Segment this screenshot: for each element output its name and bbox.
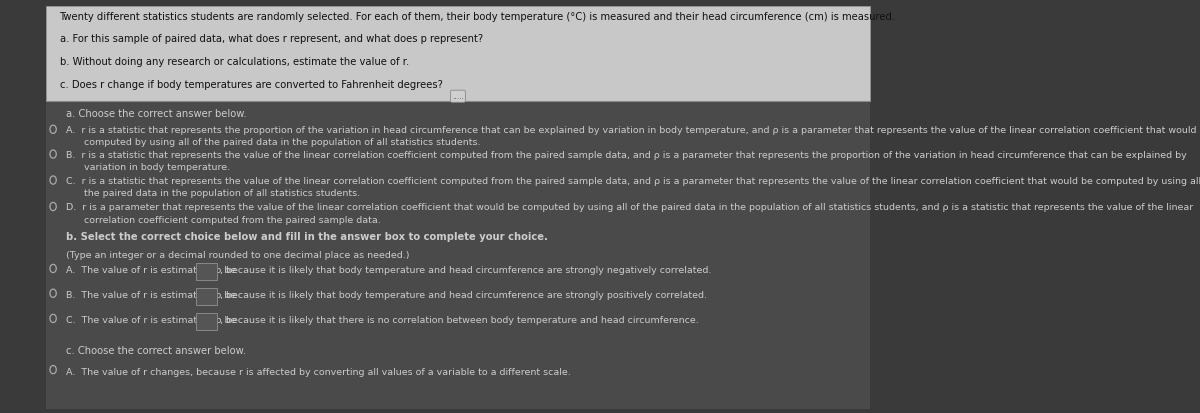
- Text: .....: .....: [452, 92, 464, 101]
- Text: A.  r is a statistic that represents the proportion of the variation in head cir: A. r is a statistic that represents the …: [66, 126, 1200, 135]
- Text: the paired data in the population of all statistics students.: the paired data in the population of all…: [66, 189, 360, 198]
- Text: correlation coefficient computed from the paired sample data.: correlation coefficient computed from th…: [66, 216, 380, 225]
- Text: variation in body temperature.: variation in body temperature.: [66, 163, 230, 172]
- Text: a. Choose the correct answer below.: a. Choose the correct answer below.: [66, 109, 247, 119]
- Text: c. Choose the correct answer below.: c. Choose the correct answer below.: [66, 346, 246, 356]
- Text: B.  r is a statistic that represents the value of the linear correlation coeffic: B. r is a statistic that represents the …: [66, 151, 1187, 160]
- Text: Twenty different statistics students are randomly selected. For each of them, th: Twenty different statistics students are…: [60, 12, 895, 21]
- Text: , because it is likely that there is no correlation between body temperature and: , because it is likely that there is no …: [221, 316, 698, 325]
- Text: C.  r is a statistic that represents the value of the linear correlation coeffic: C. r is a statistic that represents the …: [66, 177, 1200, 186]
- Text: , because it is likely that body temperature and head circumference are strongly: , because it is likely that body tempera…: [221, 291, 707, 300]
- FancyBboxPatch shape: [46, 101, 870, 409]
- FancyBboxPatch shape: [197, 313, 216, 330]
- Text: C.  The value of r is estimated to be: C. The value of r is estimated to be: [66, 316, 236, 325]
- Text: A.  The value of r changes, because r is affected by converting all values of a : A. The value of r changes, because r is …: [66, 368, 571, 377]
- Text: computed by using all of the paired data in the population of all statistics stu: computed by using all of the paired data…: [66, 138, 480, 147]
- Text: A.  The value of r is estimated to be: A. The value of r is estimated to be: [66, 266, 236, 275]
- FancyBboxPatch shape: [197, 288, 216, 305]
- Text: , because it is likely that body temperature and head circumference are strongly: , because it is likely that body tempera…: [221, 266, 712, 275]
- Text: B.  The value of r is estimated to be: B. The value of r is estimated to be: [66, 291, 236, 300]
- Text: (Type an integer or a decimal rounded to one decimal place as needed.): (Type an integer or a decimal rounded to…: [66, 251, 409, 260]
- Text: b. Select the correct choice below and fill in the answer box to complete your c: b. Select the correct choice below and f…: [66, 232, 548, 242]
- Text: b. Without doing any research or calculations, estimate the value of r.: b. Without doing any research or calcula…: [60, 57, 409, 67]
- Text: a. For this sample of paired data, what does r represent, and what does p repres: a. For this sample of paired data, what …: [60, 34, 482, 44]
- Text: c. Does r change if body temperatures are converted to Fahrenheit degrees?: c. Does r change if body temperatures ar…: [60, 80, 443, 90]
- Text: D.  r is a parameter that represents the value of the linear correlation coeffic: D. r is a parameter that represents the …: [66, 203, 1193, 212]
- FancyBboxPatch shape: [197, 263, 216, 280]
- FancyBboxPatch shape: [46, 6, 870, 101]
